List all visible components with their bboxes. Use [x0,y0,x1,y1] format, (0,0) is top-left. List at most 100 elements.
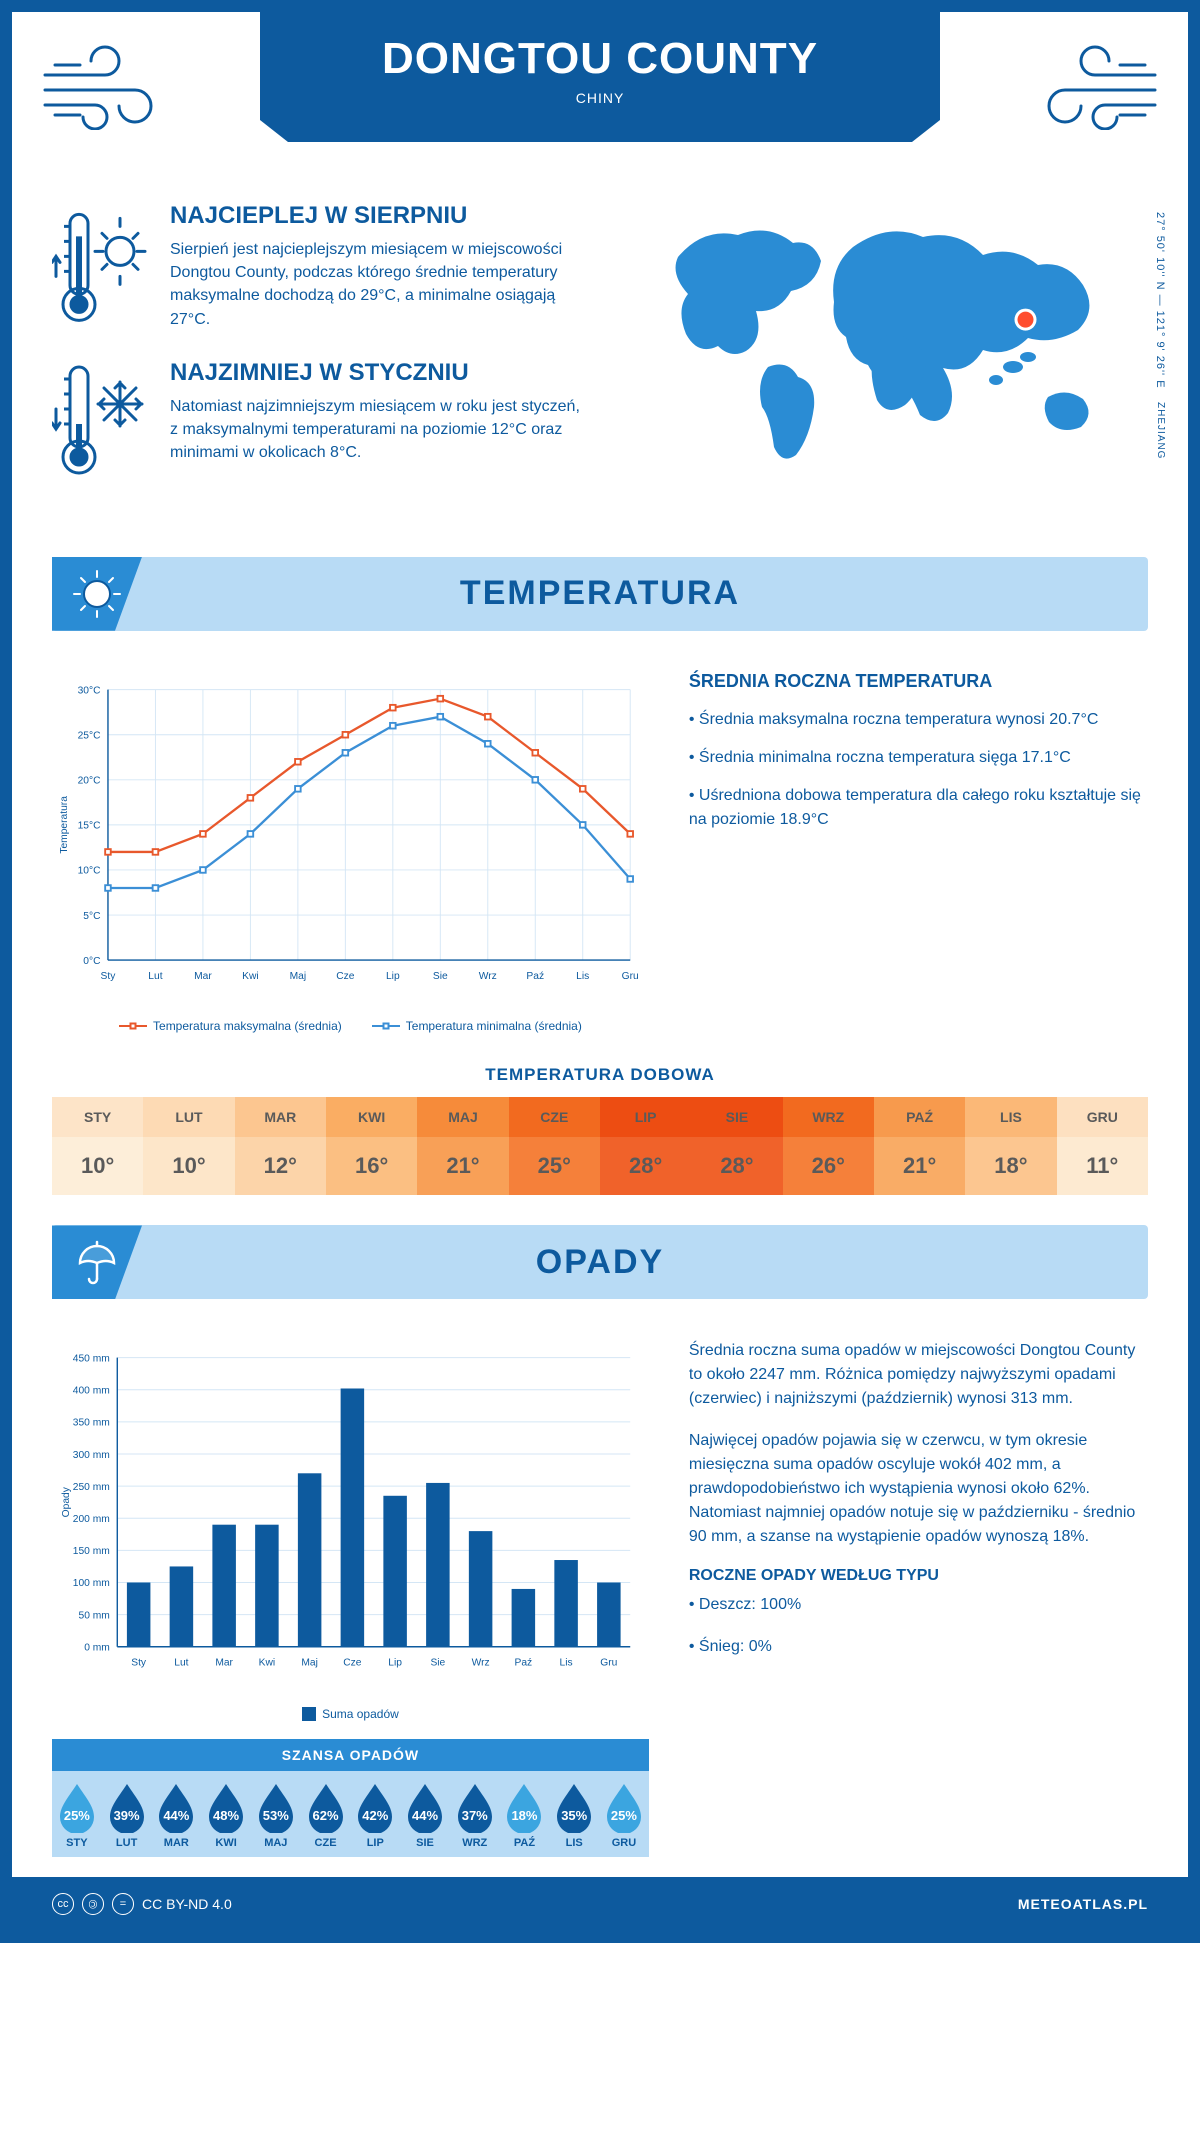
svg-text:Maj: Maj [290,971,307,982]
daily-temp-column: MAJ21° [417,1097,508,1195]
precip-legend-label: Suma opadów [322,1707,399,1721]
precip-type-title: ROCZNE OPADY WEDŁUG TYPU [689,1567,1148,1585]
chance-column: 42%LIP [350,1781,400,1849]
daily-temp-table: STY10°LUT10°MAR12°KWI16°MAJ21°CZE25°LIP2… [52,1097,1148,1195]
header: DONGTOU COUNTY CHINY [12,12,1188,182]
svg-text:Temperatura: Temperatura [59,796,70,854]
daily-temp-column: STY10° [52,1097,143,1195]
region-label: ZHEJIANG [1155,402,1166,459]
svg-text:Wrz: Wrz [472,1658,490,1669]
intro-section: NAJCIEPLEJ W SIERPNIU Sierpień jest najc… [12,182,1188,537]
svg-text:Gru: Gru [600,1658,617,1669]
svg-text:Sie: Sie [433,971,448,982]
svg-text:Lip: Lip [386,971,400,982]
svg-text:450 mm: 450 mm [73,1354,110,1365]
svg-text:0°C: 0°C [83,956,101,967]
temperature-title: TEMPERATURA [460,574,740,613]
temperature-legend: Temperatura maksymalna (średnia) Temperat… [52,1019,649,1033]
footer: cc 🄯 = CC BY-ND 4.0 METEOATLAS.PL [12,1877,1188,1931]
svg-text:300 mm: 300 mm [73,1450,110,1461]
cold-title: NAJZIMNIEJ W STYCZNIU [170,359,590,387]
precipitation-chance-table: SZANSA OPADÓW 25%STY39%LUT44%MAR48%KWI53… [52,1739,649,1857]
temp-bullet: • Średnia minimalna roczna temperatura s… [689,746,1148,770]
hot-body: Sierpień jest najcieplejszym miesiącem w… [170,238,590,331]
chance-column: 35%LIS [549,1781,599,1849]
by-icon: 🄯 [82,1893,104,1915]
precip-type-bullet: • Deszcz: 100% [689,1593,1148,1617]
chance-column: 25%STY [52,1781,102,1849]
svg-text:400 mm: 400 mm [73,1386,110,1397]
svg-text:Lis: Lis [576,971,589,982]
umbrella-icon [72,1237,122,1287]
precipitation-bar-chart: 0 mm50 mm100 mm150 mm200 mm250 mm300 mm3… [52,1339,649,1720]
chance-column: 44%MAR [151,1781,201,1849]
chance-column: 37%WRZ [450,1781,500,1849]
coordinates: 27° 50' 10'' N — 121° 9' 26'' E [1154,212,1166,389]
page-title: DONGTOU COUNTY [260,34,940,84]
chance-title: SZANSA OPADÓW [52,1739,649,1771]
svg-text:Sty: Sty [131,1658,147,1669]
sun-icon [72,569,122,619]
svg-text:Lis: Lis [560,1658,573,1669]
cc-icon: cc [52,1893,74,1915]
svg-text:25°C: 25°C [78,730,102,741]
daily-temp-column: GRU11° [1057,1097,1148,1195]
svg-text:200 mm: 200 mm [73,1514,110,1525]
svg-text:Lut: Lut [174,1658,188,1669]
daily-temp-column: LUT10° [143,1097,234,1195]
legend-item: Temperatura maksymalna (średnia) [119,1019,342,1033]
page-subtitle: CHINY [260,90,940,106]
svg-text:Maj: Maj [301,1658,318,1669]
precipitation-heading: OPADY [52,1225,1148,1299]
precip-type-bullet: • Śnieg: 0% [689,1635,1148,1659]
precipitation-legend: Suma opadów [52,1707,649,1721]
svg-text:Cze: Cze [343,1658,362,1669]
daily-temp-title: TEMPERATURA DOBOWA [12,1065,1188,1085]
hot-blurb: NAJCIEPLEJ W SIERPNIU Sierpień jest najc… [52,202,618,331]
legend-item: Temperatura minimalna (średnia) [372,1019,582,1033]
license: cc 🄯 = CC BY-ND 4.0 [52,1893,232,1915]
svg-text:100 mm: 100 mm [73,1579,110,1590]
svg-text:Sie: Sie [430,1658,445,1669]
chance-column: 48%KWI [201,1781,251,1849]
license-text: CC BY-ND 4.0 [142,1896,232,1912]
wind-icon [40,40,180,130]
temperature-line-chart: 0°C5°C10°C15°C20°C25°C30°CStyLutMarKwiMa… [52,671,649,1034]
title-banner: DONGTOU COUNTY CHINY [260,12,940,120]
svg-text:Paź: Paź [526,971,544,982]
thermometer-cold-icon [52,359,152,479]
svg-text:150 mm: 150 mm [73,1547,110,1558]
svg-text:Lut: Lut [148,971,162,982]
temp-info-title: ŚREDNIA ROCZNA TEMPERATURA [689,671,1148,692]
precip-para-1: Średnia roczna suma opadów w miejscowośc… [689,1339,1148,1411]
world-map: 27° 50' 10'' N — 121° 9' 26'' E ZHEJIANG [648,202,1148,507]
nd-icon: = [112,1893,134,1915]
cold-body: Natomiast najzimniejszym miesiącem w rok… [170,395,590,465]
chance-column: 25%GRU [599,1781,649,1849]
svg-text:Gru: Gru [622,971,639,982]
hot-title: NAJCIEPLEJ W SIERPNIU [170,202,590,230]
precipitation-info: Średnia roczna suma opadów w miejscowośc… [689,1339,1148,1856]
wind-icon [1020,40,1160,130]
svg-text:Kwi: Kwi [242,971,259,982]
daily-temp-column: LIP28° [600,1097,691,1195]
svg-text:5°C: 5°C [83,911,101,922]
chance-column: 62%CZE [301,1781,351,1849]
svg-text:15°C: 15°C [78,820,102,831]
thermometer-hot-icon [52,202,152,331]
daily-temp-column: WRZ26° [783,1097,874,1195]
svg-text:Kwi: Kwi [259,1658,276,1669]
chance-column: 44%SIE [400,1781,450,1849]
svg-text:Sty: Sty [101,971,117,982]
svg-text:Wrz: Wrz [479,971,497,982]
svg-text:20°C: 20°C [78,775,102,786]
daily-temp-column: LIS18° [965,1097,1056,1195]
svg-text:Paź: Paź [515,1658,533,1669]
temp-bullet: • Uśredniona dobowa temperatura dla całe… [689,784,1148,832]
temperature-info: ŚREDNIA ROCZNA TEMPERATURA • Średnia mak… [689,671,1148,1034]
chance-column: 53%MAJ [251,1781,301,1849]
temp-bullet: • Średnia maksymalna roczna temperatura … [689,708,1148,732]
svg-text:Mar: Mar [194,971,212,982]
daily-temp-column: CZE25° [509,1097,600,1195]
temperature-heading: TEMPERATURA [52,557,1148,631]
